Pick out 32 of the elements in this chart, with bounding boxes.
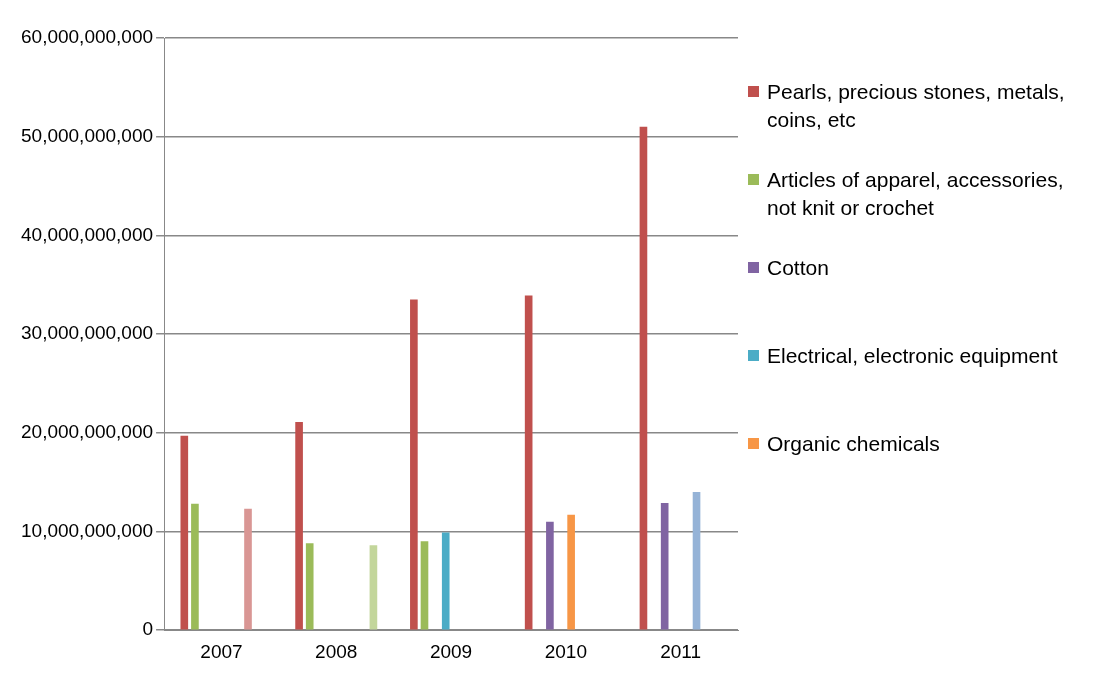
x-tick-label: 2011 bbox=[660, 640, 702, 662]
bar bbox=[191, 503, 199, 630]
bar bbox=[660, 502, 669, 630]
x-tick-label: 2008 bbox=[315, 640, 358, 662]
bar bbox=[244, 508, 252, 630]
bar bbox=[639, 126, 648, 630]
y-tick-label: 60,000,000,000 bbox=[20, 26, 154, 48]
x-tick-label: 2007 bbox=[200, 640, 243, 662]
y-tick-label: 10,000,000,000 bbox=[20, 519, 154, 541]
bar bbox=[295, 421, 303, 630]
bar bbox=[305, 543, 314, 630]
legend-label: Articles of apparel, accessories, not knit or crochet bbox=[767, 167, 1065, 221]
y-tick-label: 50,000,000,000 bbox=[20, 124, 154, 146]
bar bbox=[180, 435, 189, 630]
y-tick-label: 30,000,000,000 bbox=[20, 322, 154, 344]
legend-label: Electrical, electronic equipment bbox=[767, 343, 1058, 369]
bar bbox=[524, 295, 533, 630]
bar bbox=[546, 521, 554, 630]
y-tick-label: 20,000,000,000 bbox=[20, 421, 154, 443]
x-tick-label: 2010 bbox=[544, 640, 587, 662]
legend-label: Organic chemicals bbox=[767, 431, 940, 457]
bar bbox=[420, 541, 429, 630]
bar bbox=[692, 492, 701, 630]
x-tick-label: 2009 bbox=[429, 640, 473, 662]
legend-label: Pearls, precious stones, metals, coins, etc bbox=[767, 79, 1066, 133]
bar bbox=[567, 514, 575, 630]
bar bbox=[369, 545, 378, 630]
bar bbox=[441, 532, 450, 630]
y-tick-label: 0 bbox=[142, 618, 154, 640]
legend-label: Cotton bbox=[767, 255, 829, 281]
y-tick-label: 40,000,000,000 bbox=[20, 223, 154, 245]
bar bbox=[410, 299, 418, 630]
